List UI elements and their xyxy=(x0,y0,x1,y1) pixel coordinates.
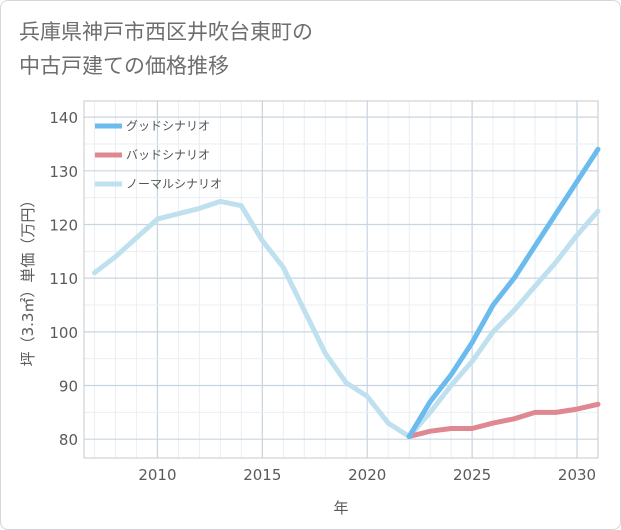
y-tick-label: 130 xyxy=(49,163,78,181)
plot-area-frame xyxy=(83,100,599,459)
chart-title-line1: 兵庫県神戸市西区井吹台東町の xyxy=(19,20,313,44)
x-tick-label: 2015 xyxy=(243,466,281,484)
y-tick-label: 90 xyxy=(59,378,78,396)
x-tick-label: 2025 xyxy=(453,466,491,484)
chart-title-line2: 中古戸建ての価格推移 xyxy=(19,54,229,78)
y-axis-title: 坪（3.3㎡）単価（万円） xyxy=(19,193,37,367)
series-line-0 xyxy=(406,146,601,439)
grid xyxy=(84,101,599,458)
series-line-1 xyxy=(406,401,601,439)
x-tick-label: 2020 xyxy=(348,466,386,484)
y-tick-label: 120 xyxy=(49,216,78,234)
series-lines xyxy=(92,146,601,439)
series-line-2 xyxy=(92,198,601,439)
y-tick-label: 80 xyxy=(59,431,78,449)
x-tick-label: 2030 xyxy=(558,466,596,484)
x-tick-label: 2010 xyxy=(138,466,176,484)
y-tick-label: 100 xyxy=(49,324,78,342)
y-tick-label: 140 xyxy=(49,109,78,127)
legend-label: バッドシナリオ xyxy=(126,148,210,162)
y-tick-label: 110 xyxy=(49,270,78,288)
legend-label: グッドシナリオ xyxy=(126,119,210,133)
chart-title: 兵庫県神戸市西区井吹台東町の 中古戸建ての価格推移 xyxy=(19,15,579,83)
tick-labels: 2010 2015 2020 2025 2030 80 90 100 110 120 130 140 xyxy=(49,109,596,484)
x-axis-title: 年 xyxy=(333,499,348,517)
legend-label: ノーマルシナリオ xyxy=(126,177,222,191)
